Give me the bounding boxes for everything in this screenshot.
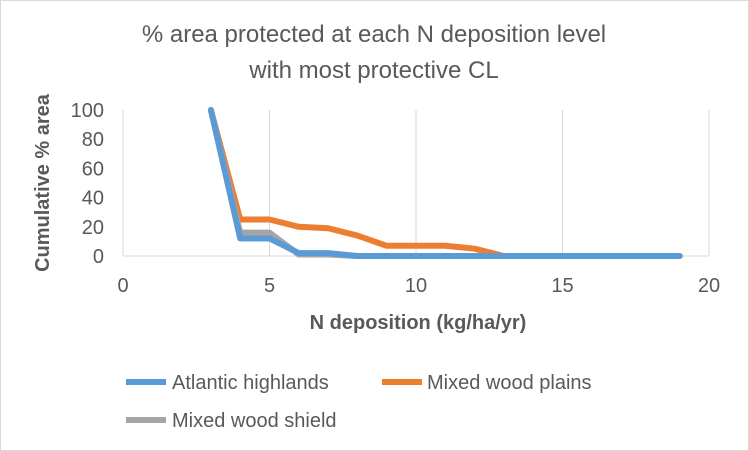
y-tick-label: 0 [93, 246, 104, 268]
series-lines [207, 107, 683, 259]
y-tick-label: 100 [71, 100, 104, 122]
series-line-atlantic-highlands [207, 107, 683, 259]
x-tick-label: 20 [698, 275, 720, 297]
legend-label-atlantic-highlands: Atlantic highlands [172, 372, 329, 394]
legend-label-mixed-wood-plains: Mixed wood plains [427, 372, 592, 394]
series-line-mixed-wood-shield [207, 107, 683, 259]
x-tick-label: 0 [117, 275, 128, 297]
series-line-mixed-wood-plains [207, 107, 683, 259]
chart-title-line2: with most protective CL [248, 57, 498, 84]
gridlines [122, 110, 710, 256]
x-tick-label: 5 [264, 275, 275, 297]
y-axis-label: Cumulative % area [32, 93, 54, 272]
y-tick-label: 40 [82, 188, 104, 210]
y-axis-ticks: 0 20 40 60 80 100 [71, 100, 104, 268]
x-axis-ticks: 0 5 10 15 20 [117, 275, 720, 297]
chart-title-line1: % area protected at each N deposition le… [142, 21, 606, 48]
y-tick-label: 60 [82, 158, 104, 180]
x-tick-label: 15 [551, 275, 573, 297]
x-axis-label: N deposition (kg/ha/yr) [310, 312, 527, 334]
legend: Atlantic highlands Mixed wood plains Mix… [126, 372, 592, 432]
x-tick-label: 10 [405, 275, 427, 297]
y-tick-label: 80 [82, 129, 104, 151]
legend-label-mixed-wood-shield: Mixed wood shield [172, 410, 337, 432]
y-tick-label: 20 [82, 217, 104, 239]
